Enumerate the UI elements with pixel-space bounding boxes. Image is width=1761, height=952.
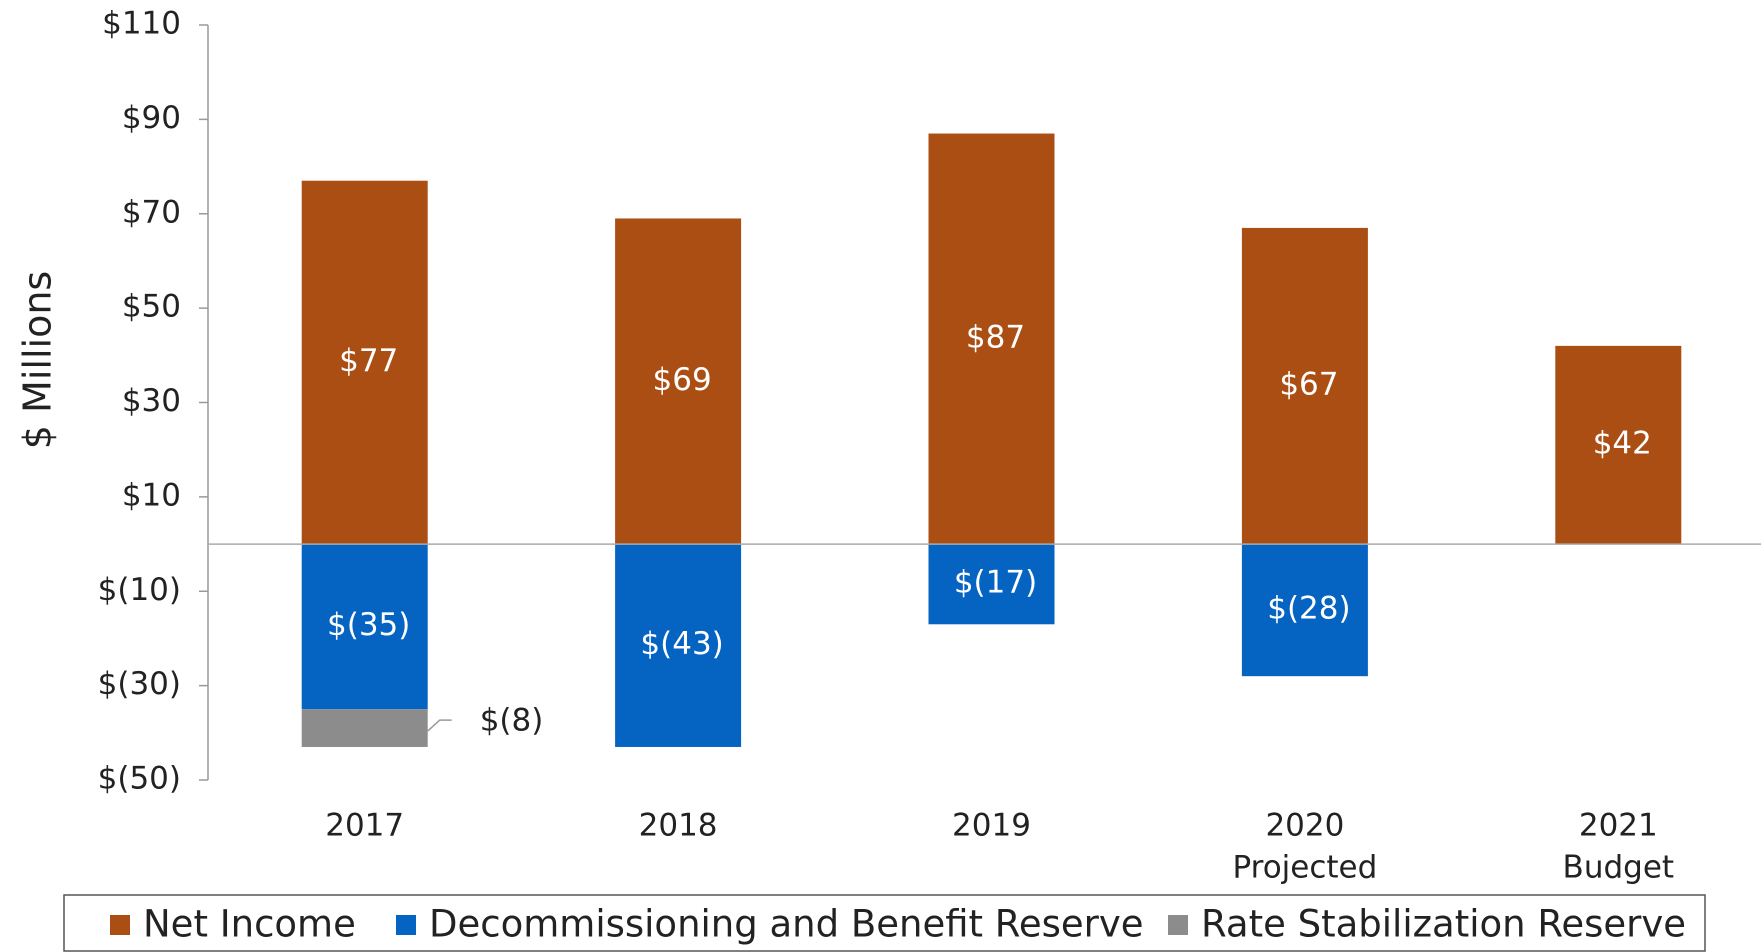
bar bbox=[928, 544, 1055, 625]
bar bbox=[1241, 544, 1368, 677]
legend-swatch bbox=[1168, 915, 1188, 935]
x-tick-label: 2017 bbox=[325, 808, 404, 844]
legend-label: Decommissioning and Benefit Reserve bbox=[429, 903, 1144, 946]
x-tick-note: Budget bbox=[1563, 850, 1675, 886]
bar bbox=[1555, 345, 1682, 545]
y-tick-label: $90 bbox=[122, 100, 181, 136]
data-label: $87 bbox=[966, 319, 1025, 355]
x-tick-note: Projected bbox=[1232, 850, 1377, 886]
legend-label: Net Income bbox=[143, 903, 356, 946]
y-tick-label: $50 bbox=[122, 289, 181, 325]
legend-label: Rate Stabilization Reserve bbox=[1201, 903, 1686, 946]
bar bbox=[928, 133, 1055, 545]
x-tick-label: 2018 bbox=[639, 808, 718, 844]
data-label: $67 bbox=[1279, 366, 1338, 402]
y-tick-label: $70 bbox=[122, 194, 181, 230]
x-tick-label: 2021 bbox=[1579, 808, 1658, 844]
bar bbox=[301, 709, 428, 747]
y-tick-label: $(50) bbox=[98, 761, 181, 797]
bar bbox=[615, 218, 742, 545]
data-label: $(8) bbox=[480, 703, 544, 739]
y-tick-label: $30 bbox=[122, 383, 181, 419]
bar bbox=[1241, 227, 1368, 545]
data-label: $69 bbox=[653, 362, 712, 398]
legend-swatch bbox=[110, 915, 130, 935]
y-tick-label: $10 bbox=[122, 477, 181, 513]
x-tick-label: 2020 bbox=[1265, 808, 1344, 844]
legend-swatch bbox=[396, 915, 416, 935]
y-tick-label: $(30) bbox=[98, 666, 181, 702]
x-tick-label: 2019 bbox=[952, 808, 1031, 844]
y-tick-label: $110 bbox=[102, 6, 181, 42]
leader-line bbox=[427, 719, 452, 732]
y-axis-label: $ Millions bbox=[16, 271, 60, 449]
data-label: $(17) bbox=[954, 565, 1037, 601]
data-label: $(28) bbox=[1267, 591, 1350, 627]
legend-box bbox=[63, 894, 1706, 952]
bar bbox=[301, 180, 428, 545]
data-label: $77 bbox=[339, 343, 398, 379]
data-label: $42 bbox=[1593, 425, 1652, 461]
data-label: $(35) bbox=[327, 607, 410, 643]
y-tick-label: $(10) bbox=[98, 572, 181, 608]
bar bbox=[615, 544, 742, 747]
data-label: $(43) bbox=[640, 626, 723, 662]
bar bbox=[301, 544, 428, 710]
